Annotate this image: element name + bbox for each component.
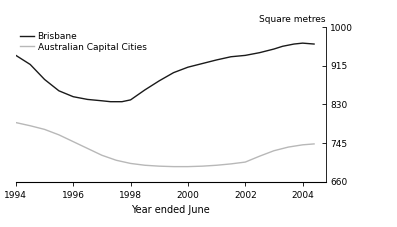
Australian Capital Cities	[185, 165, 190, 168]
Line: Australian Capital Cities: Australian Capital Cities	[16, 123, 314, 167]
Australian Capital Cities	[171, 165, 176, 168]
Australian Capital Cities	[286, 146, 291, 148]
Australian Capital Cities	[28, 124, 33, 127]
Australian Capital Cities	[243, 161, 248, 163]
Brisbane	[85, 98, 90, 101]
X-axis label: Year ended June: Year ended June	[131, 205, 210, 215]
Australian Capital Cities	[300, 143, 305, 146]
Australian Capital Cities	[200, 165, 204, 168]
Brisbane	[280, 45, 285, 48]
Brisbane	[185, 66, 190, 69]
Brisbane	[214, 59, 219, 61]
Australian Capital Cities	[312, 143, 316, 145]
Brisbane	[257, 51, 262, 54]
Brisbane	[143, 89, 147, 91]
Australian Capital Cities	[272, 149, 276, 152]
Brisbane	[300, 42, 305, 44]
Australian Capital Cities	[100, 154, 104, 157]
Australian Capital Cities	[229, 163, 233, 165]
Australian Capital Cities	[71, 140, 75, 143]
Australian Capital Cities	[13, 121, 18, 124]
Brisbane	[13, 54, 18, 57]
Brisbane	[119, 100, 124, 103]
Australian Capital Cities	[257, 155, 262, 158]
Australian Capital Cities	[157, 165, 162, 168]
Brisbane	[128, 99, 133, 101]
Brisbane	[108, 100, 113, 103]
Brisbane	[71, 95, 75, 98]
Brisbane	[100, 99, 104, 102]
Brisbane	[272, 48, 276, 50]
Text: Square metres: Square metres	[259, 15, 326, 24]
Brisbane	[42, 78, 47, 81]
Australian Capital Cities	[114, 159, 119, 162]
Brisbane	[157, 79, 162, 82]
Australian Capital Cities	[85, 147, 90, 150]
Legend: Brisbane, Australian Capital Cities: Brisbane, Australian Capital Cities	[20, 32, 146, 52]
Australian Capital Cities	[214, 164, 219, 167]
Brisbane	[243, 54, 248, 57]
Australian Capital Cities	[42, 128, 47, 131]
Brisbane	[171, 71, 176, 74]
Australian Capital Cities	[128, 162, 133, 165]
Australian Capital Cities	[56, 133, 61, 136]
Australian Capital Cities	[143, 164, 147, 167]
Brisbane	[200, 62, 204, 65]
Brisbane	[229, 55, 233, 58]
Brisbane	[56, 89, 61, 92]
Line: Brisbane: Brisbane	[16, 43, 314, 102]
Brisbane	[28, 63, 33, 66]
Brisbane	[292, 43, 297, 45]
Brisbane	[312, 43, 316, 45]
